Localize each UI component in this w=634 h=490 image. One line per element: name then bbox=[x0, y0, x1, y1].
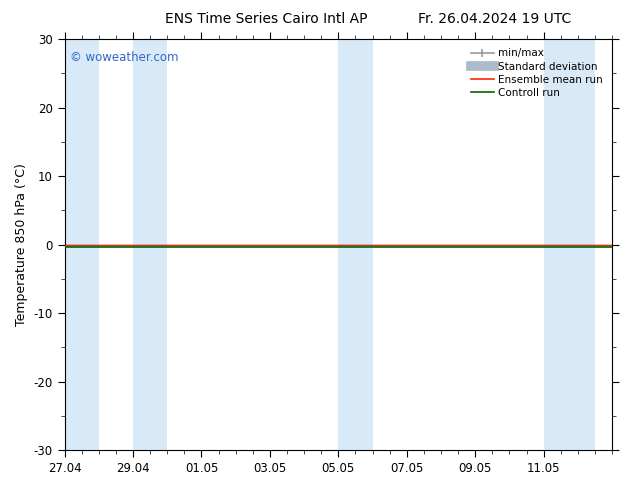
Bar bbox=[543, 39, 595, 450]
Bar bbox=[339, 39, 373, 450]
Y-axis label: Temperature 850 hPa (°C): Temperature 850 hPa (°C) bbox=[15, 163, 28, 326]
Bar bbox=[65, 39, 99, 450]
Text: ENS Time Series Cairo Intl AP: ENS Time Series Cairo Intl AP bbox=[165, 12, 368, 26]
Text: © woweather.com: © woweather.com bbox=[70, 51, 179, 64]
Legend: min/max, Standard deviation, Ensemble mean run, Controll run: min/max, Standard deviation, Ensemble me… bbox=[467, 44, 607, 102]
Text: Fr. 26.04.2024 19 UTC: Fr. 26.04.2024 19 UTC bbox=[418, 12, 571, 26]
Bar bbox=[133, 39, 167, 450]
